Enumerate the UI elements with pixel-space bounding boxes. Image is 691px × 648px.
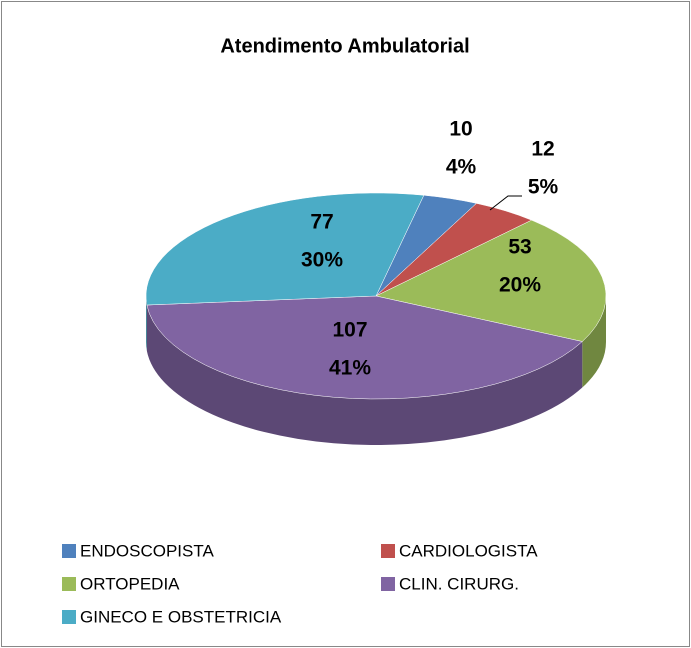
data-label: 4%	[446, 156, 477, 179]
slice	[146, 295, 583, 400]
data-label: 5%	[528, 176, 559, 199]
data-label: 41%	[329, 357, 371, 380]
slice	[375, 219, 607, 342]
slice	[145, 192, 425, 306]
legend-label: ORTOPEDIA	[80, 574, 180, 593]
data-label: 20%	[499, 274, 541, 297]
slice-side	[146, 305, 583, 445]
data-label: 77	[310, 211, 333, 234]
legend-label: CLIN. CIRURG.	[399, 574, 519, 593]
data-label: 53	[508, 236, 531, 259]
legend-label: GINECO E OBSTETRICIA	[80, 607, 282, 626]
slice-side	[582, 296, 606, 388]
leader-line	[489, 195, 522, 211]
legend-swatch	[62, 544, 76, 558]
data-label: 12	[531, 138, 554, 161]
legend-swatch	[381, 544, 395, 558]
legend-swatch	[62, 610, 76, 624]
data-label: 10	[449, 118, 472, 141]
legend-swatch	[381, 577, 395, 591]
legend-label: CARDIOLOGISTA	[399, 541, 538, 560]
chart-title: Atendimento Ambulatorial	[220, 35, 469, 57]
legend-swatch	[62, 577, 76, 591]
data-label: 30%	[301, 249, 343, 272]
slice-side	[146, 296, 147, 352]
legend-label: ENDOSCOPISTA	[80, 541, 214, 560]
data-label: 107	[332, 319, 367, 342]
